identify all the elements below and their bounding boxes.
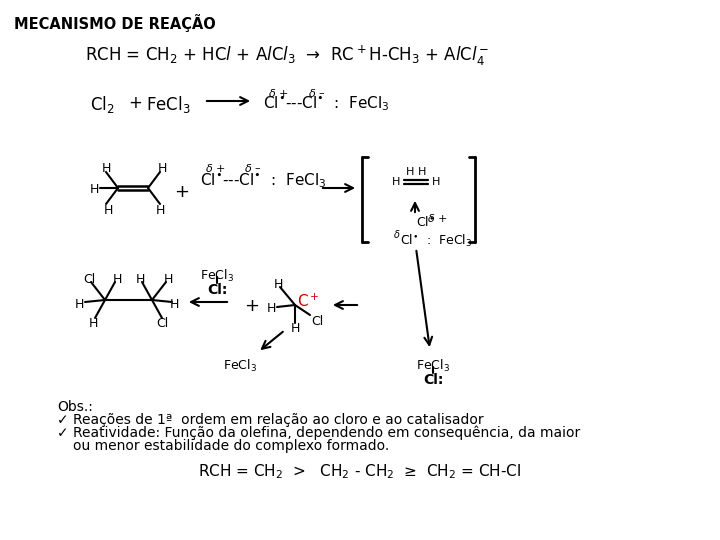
Text: Cl: Cl xyxy=(156,317,168,330)
Text: H: H xyxy=(169,298,179,311)
Text: H: H xyxy=(89,183,99,196)
Text: H: H xyxy=(112,273,122,286)
Text: H: H xyxy=(156,204,165,217)
Text: Reatividade: Função da olefina, dependendo em consequência, da maior: Reatividade: Função da olefina, dependen… xyxy=(73,426,580,441)
Text: Reações de 1ª  ordem em relação ao cloro e ao catalisador: Reações de 1ª ordem em relação ao cloro … xyxy=(73,413,484,427)
Text: Cl$^{\bullet}$  :  FeCl$_3$: Cl$^{\bullet}$ : FeCl$_3$ xyxy=(400,233,472,249)
Text: H: H xyxy=(406,167,414,177)
Text: ✓: ✓ xyxy=(57,426,68,440)
Text: Cl$^{\bullet}$---Cl$^{\bullet}$  :  FeCl$_3$: Cl$^{\bullet}$---Cl$^{\bullet}$ : FeCl$_… xyxy=(200,171,326,190)
Text: Cl$^{\bullet}$---Cl$^{\bullet}$  :  FeCl$_3$: Cl$^{\bullet}$---Cl$^{\bullet}$ : FeCl$_… xyxy=(263,94,390,113)
Text: $\delta$ –: $\delta$ – xyxy=(308,87,325,99)
Text: RCH = CH$_2$  >   CH$_2$ - CH$_2$  ≥  CH$_2$ = CH-Cl: RCH = CH$_2$ > CH$_2$ - CH$_2$ ≥ CH$_2$ … xyxy=(199,462,521,481)
Text: H: H xyxy=(432,177,440,187)
Text: $\delta$ –: $\delta$ – xyxy=(393,228,408,240)
Text: H: H xyxy=(392,177,400,187)
Text: Obs.:: Obs.: xyxy=(57,400,93,414)
Text: H: H xyxy=(103,204,113,217)
Text: H: H xyxy=(74,298,84,311)
Text: $\delta$ +: $\delta$ + xyxy=(427,212,448,224)
Text: H: H xyxy=(102,162,111,175)
Text: Cl: Cl xyxy=(83,273,95,286)
Text: H: H xyxy=(135,273,145,286)
Text: FeCl$_3$: FeCl$_3$ xyxy=(223,358,257,374)
Text: ou menor estabilidade do complexo formado.: ou menor estabilidade do complexo formad… xyxy=(73,439,390,453)
Text: Cl: Cl xyxy=(311,315,323,328)
Text: Cl$^{\bullet}$: Cl$^{\bullet}$ xyxy=(416,215,434,229)
Text: RCH = CH$_2$ + HC$\it{l}$ + A$\it{l}$C$\it{l}$$_3$  →  RC$^+$H-CH$_3$ + A$\it{l}: RCH = CH$_2$ + HC$\it{l}$ + A$\it{l}$C$\… xyxy=(85,44,489,68)
Text: +: + xyxy=(244,297,259,315)
Text: H: H xyxy=(290,322,300,335)
Text: FeCl$_3$: FeCl$_3$ xyxy=(200,268,234,284)
Text: FeCl$_3$: FeCl$_3$ xyxy=(146,94,191,115)
Text: ✓: ✓ xyxy=(57,413,68,427)
Text: $\delta$ –: $\delta$ – xyxy=(244,162,261,174)
Text: C$^+$: C$^+$ xyxy=(297,293,320,310)
Text: FeCl$_3$: FeCl$_3$ xyxy=(416,358,450,374)
Text: H: H xyxy=(266,302,276,315)
Text: Cl:: Cl: xyxy=(207,283,228,297)
Text: Cl$_2$: Cl$_2$ xyxy=(90,94,114,115)
Text: $\delta$ +: $\delta$ + xyxy=(205,162,225,174)
Text: H: H xyxy=(274,278,283,291)
Text: H: H xyxy=(89,317,98,330)
Text: MECANISMO DE REAÇÃO: MECANISMO DE REAÇÃO xyxy=(14,14,216,32)
Text: H: H xyxy=(418,167,426,177)
Text: +: + xyxy=(174,183,189,201)
Text: H: H xyxy=(157,162,167,175)
Text: +: + xyxy=(128,94,142,112)
Text: Cl:: Cl: xyxy=(423,373,444,387)
Text: H: H xyxy=(163,273,173,286)
Text: $\delta$ +: $\delta$ + xyxy=(268,87,289,99)
